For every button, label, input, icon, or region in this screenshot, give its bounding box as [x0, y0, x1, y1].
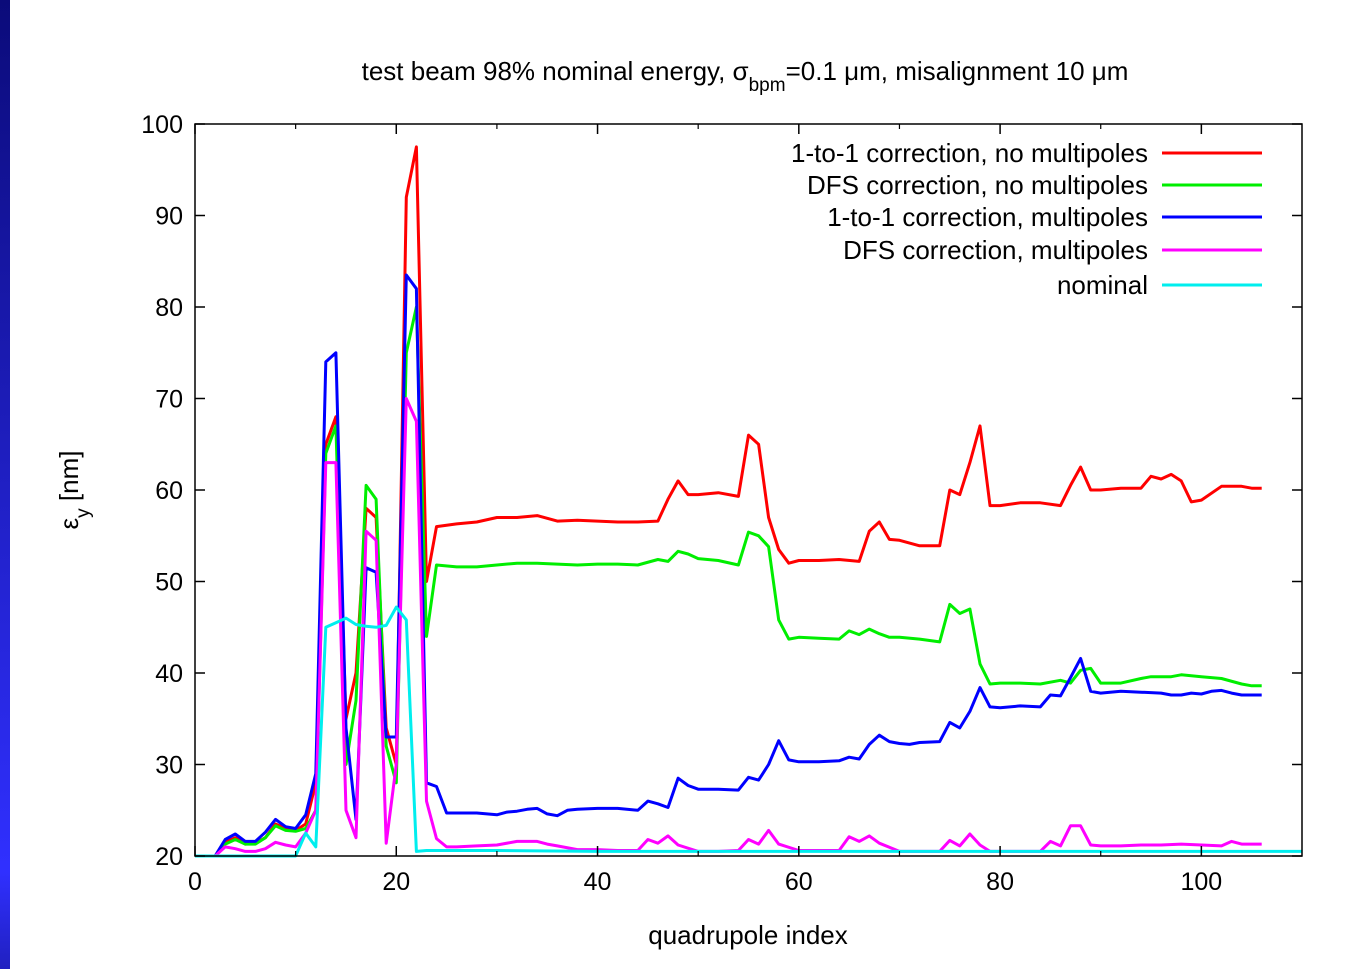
series-line-2 [195, 305, 1262, 858]
series-line-5 [195, 605, 1302, 858]
y-tick-label: 80 [155, 294, 183, 322]
y-axis-label: εy [nm] [54, 451, 94, 530]
x-tick-label: 60 [785, 868, 813, 896]
series-line-3 [195, 273, 1262, 858]
y-tick-label: 20 [155, 843, 183, 871]
chart-canvas [10, 0, 1361, 969]
y-tick-label: 40 [155, 660, 183, 688]
y-tick-label: 30 [155, 752, 183, 780]
x-tick-label: 40 [584, 868, 612, 896]
legend-label-3: 1-to-1 correction, multipoles [827, 202, 1148, 232]
y-tick-label: 50 [155, 569, 183, 597]
series-lines [195, 145, 1302, 858]
plot-frame [194, 123, 1303, 857]
x-tick-label: 0 [188, 868, 202, 896]
chart-title: test beam 98% nominal energy, σbpm=0.1 μ… [362, 56, 1129, 96]
x-axis: 0 20 40 60 80 100 [188, 124, 1222, 896]
legend-label-1: 1-to-1 correction, no multipoles [791, 138, 1148, 168]
y-tick-label: 60 [155, 477, 183, 505]
y-tick-label: 70 [155, 386, 183, 414]
x-tick-label: 20 [382, 868, 410, 896]
legend-label-2: DFS correction, no multipoles [807, 170, 1148, 200]
y-axis: 20 30 40 50 60 70 80 90 100 [141, 111, 1302, 871]
legend-label-4: DFS correction, multipoles [843, 235, 1148, 265]
frame-left-border [0, 0, 10, 969]
y-tick-label: 100 [141, 111, 183, 139]
x-tick-label: 100 [1181, 868, 1223, 896]
x-tick-label: 80 [986, 868, 1014, 896]
x-axis-label: quadrupole index [648, 920, 848, 950]
y-tick-label: 90 [155, 203, 183, 231]
legend-label-5: nominal [1057, 270, 1148, 300]
series-line-4 [195, 397, 1262, 858]
